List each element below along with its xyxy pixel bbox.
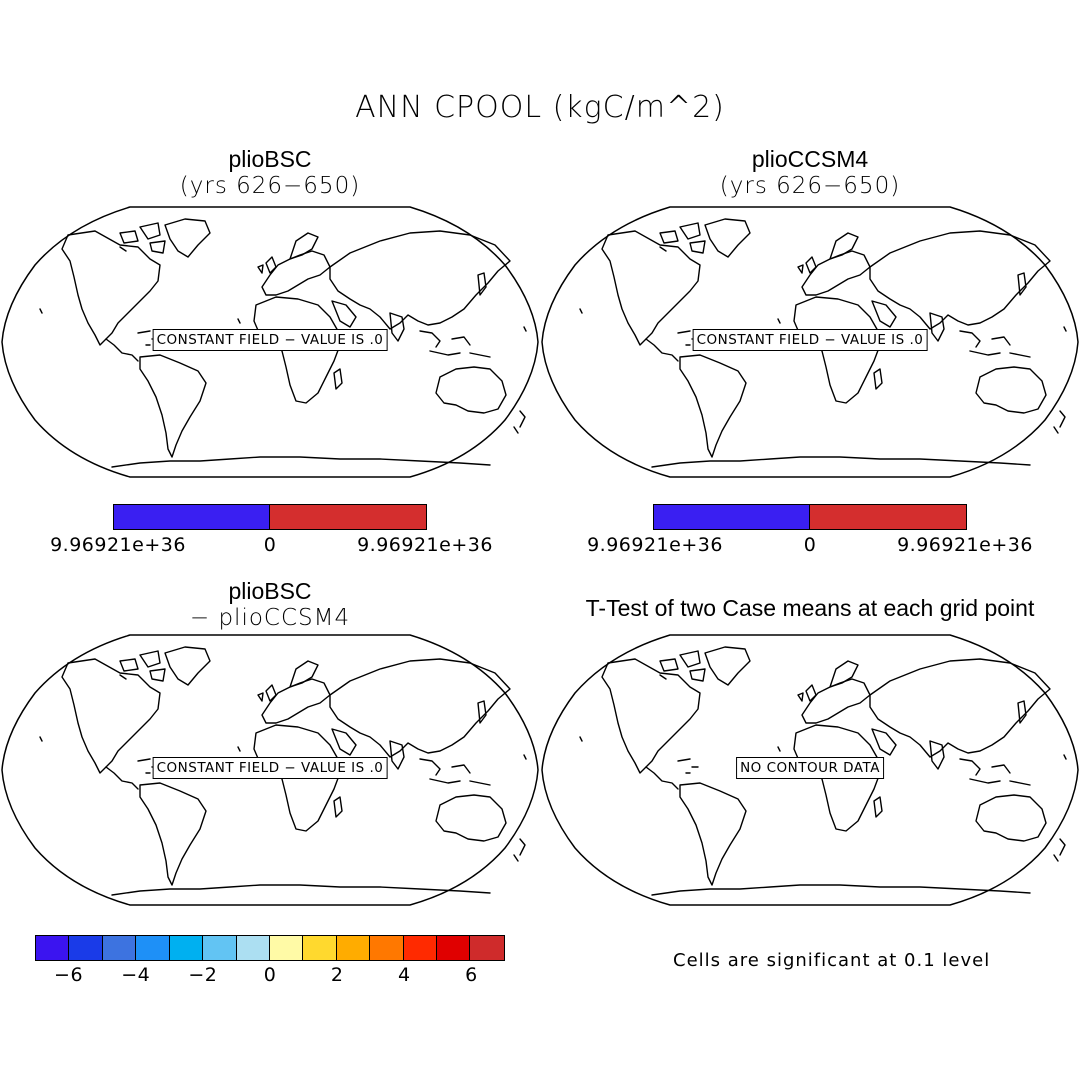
map-label-diff: CONSTANT FIELD − VALUE IS .0 xyxy=(152,757,388,779)
colorbar-diff-swatch xyxy=(36,936,70,960)
colorbar-diff-tick: −2 xyxy=(188,964,218,986)
colorbar-diff-swatch xyxy=(169,936,204,960)
colorbar-diff-swatch xyxy=(437,936,471,960)
colorbar-case1 xyxy=(113,504,427,530)
colorbar-diff-swatch xyxy=(269,936,304,960)
figure-title: ANN CPOOL (kgC/m^2) xyxy=(355,90,725,125)
colorbar-diff xyxy=(35,935,505,961)
panel-case1-subtitle: (yrs 626−650) xyxy=(179,173,361,199)
colorbar-diff-swatch xyxy=(236,936,270,960)
colorbar-diff-swatch xyxy=(336,936,371,960)
colorbar-diff-swatch xyxy=(203,936,237,960)
colorbar-diff-tick: 0 xyxy=(263,964,277,986)
colorbar-diff-tick: −4 xyxy=(121,964,151,986)
panel-case1-name: plioBSC xyxy=(228,146,312,172)
panel-ttest-title: T-Test of two Case means at each grid po… xyxy=(585,595,1035,621)
colorbar-case1-tick-right: 9.96921e+36 xyxy=(357,534,493,556)
colorbar-diff-tick: 2 xyxy=(330,964,344,986)
map-label-ttest: NO CONTOUR DATA xyxy=(736,757,884,779)
map-panel-diff: CONSTANT FIELD − VALUE IS .0 xyxy=(0,633,540,908)
colorbar-diff-swatch xyxy=(69,936,103,960)
colorbar-case2-tick-right: 9.96921e+36 xyxy=(897,534,1033,556)
map-label-case1: CONSTANT FIELD − VALUE IS .0 xyxy=(152,329,388,351)
colorbar-case2-swatch xyxy=(810,505,966,529)
colorbar-case2-tick-center: 0 xyxy=(803,534,817,556)
colorbar-diff-swatch xyxy=(303,936,337,960)
colorbar-case1-tick-left: 9.96921e+36 xyxy=(50,534,186,556)
colorbar-diff-tick: −6 xyxy=(54,964,84,986)
colorbar-diff-swatch xyxy=(102,936,137,960)
colorbar-diff-swatch xyxy=(370,936,404,960)
map-panel-case1: CONSTANT FIELD − VALUE IS .0 xyxy=(0,205,540,480)
map-panel-case2: CONSTANT FIELD − VALUE IS .0 xyxy=(540,205,1080,480)
panel-case2-subtitle: (yrs 626−650) xyxy=(719,173,901,199)
map-label-case2: CONSTANT FIELD − VALUE IS .0 xyxy=(692,329,928,351)
colorbar-diff-swatch xyxy=(136,936,170,960)
map-panel-ttest: NO CONTOUR DATA xyxy=(540,633,1080,908)
significance-note: Cells are significant at 0.1 level xyxy=(673,950,991,971)
colorbar-case2 xyxy=(653,504,967,530)
colorbar-diff-swatch xyxy=(403,936,438,960)
colorbar-diff-tick: 4 xyxy=(397,964,411,986)
panel-case2-name: plioCCSM4 xyxy=(751,146,869,172)
colorbar-case1-swatch xyxy=(270,505,426,529)
colorbar-case1-tick-center: 0 xyxy=(263,534,277,556)
colorbar-case1-swatch xyxy=(114,505,270,529)
colorbar-case2-tick-left: 9.96921e+36 xyxy=(587,534,723,556)
panel-diff-name: plioBSC xyxy=(228,578,312,604)
colorbar-case2-swatch xyxy=(654,505,810,529)
colorbar-diff-swatch xyxy=(470,936,504,960)
panel-diff-subtitle: − plioCCSM4 xyxy=(189,605,351,631)
colorbar-diff-tick: 6 xyxy=(465,964,478,986)
